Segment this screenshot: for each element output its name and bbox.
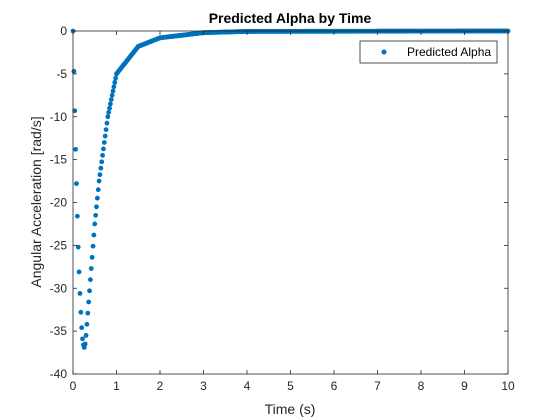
chart-title: Predicted Alpha by Time: [209, 10, 372, 26]
data-point: [109, 92, 115, 98]
data-point: [98, 165, 104, 171]
data-point: [97, 172, 103, 178]
data-point: [73, 146, 79, 152]
data-point: [72, 108, 78, 114]
y-axis-label: Angular Acceleration [rad/s]: [28, 116, 44, 287]
legend-box: [359, 40, 498, 64]
data-point: [74, 213, 80, 219]
data-point: [77, 290, 83, 296]
data-point: [111, 84, 117, 90]
data-point: [87, 288, 92, 294]
data-point: [90, 243, 96, 249]
x-tick-label: 0: [70, 379, 77, 393]
y-tick-label: -25: [50, 238, 68, 252]
y-tick-label: -40: [50, 367, 68, 381]
data-point: [76, 269, 82, 275]
tick-labels: 0 1 2 3 4 5 6 7 8 9 10 0 -5 -10 -15 -20 -25 -30 -35 -40: [50, 24, 515, 393]
y-tick-label: -20: [50, 196, 68, 210]
x-tick-label: 10: [501, 379, 515, 393]
y-tick-label: -10: [50, 110, 68, 124]
data-point: [102, 133, 108, 139]
x-axis-label: Time (s): [265, 401, 316, 417]
data-point: [108, 101, 113, 107]
axis-ticks: [72, 30, 509, 375]
x-tick-label: 9: [461, 379, 468, 393]
y-tick-label: -5: [56, 67, 67, 81]
x-tick-label: 4: [244, 379, 251, 393]
data-point: [80, 336, 85, 342]
data-point: [74, 181, 79, 187]
x-tick-label: 2: [157, 379, 164, 393]
x-tick-label: 7: [374, 379, 381, 393]
data-point: [112, 80, 118, 85]
data-point: [107, 105, 112, 111]
y-tick-label: 0: [60, 24, 67, 38]
data-point: [86, 299, 92, 305]
data-point: [95, 187, 101, 193]
data-point: [75, 244, 81, 250]
x-tick-label: 1: [113, 379, 120, 393]
data-point: [92, 221, 98, 227]
y-tick-label: -35: [50, 324, 68, 338]
data-point: [106, 110, 112, 115]
data-point: [84, 321, 90, 327]
data-point: [101, 146, 106, 152]
data-point: [104, 120, 110, 126]
data-point: [108, 97, 114, 102]
data-point: [89, 254, 95, 260]
legend-label: Predicted Alpha: [407, 45, 491, 59]
data-point: [94, 204, 99, 210]
plot-area: [73, 31, 508, 374]
data-point: [88, 277, 93, 283]
y-tick-label: -15: [50, 153, 68, 167]
data-point: [110, 88, 116, 94]
legend-marker: [381, 49, 387, 55]
data-point: [113, 75, 119, 81]
data-point: [99, 159, 105, 165]
data-point: [96, 178, 102, 184]
data-point: [93, 212, 99, 218]
x-tick-label: 3: [200, 379, 207, 393]
data-point: [91, 232, 97, 238]
y-tick-label: -30: [50, 281, 68, 295]
data-point: [85, 310, 91, 316]
legend: Predicted Alpha: [359, 40, 498, 64]
data-point: [71, 68, 77, 74]
data-point: [103, 127, 109, 133]
x-tick-label: 8: [418, 379, 425, 393]
data-point: [82, 341, 88, 347]
data-point: [94, 195, 100, 201]
x-tick-label: 6: [331, 379, 338, 393]
data-point: [105, 114, 111, 120]
data-point: [83, 333, 89, 338]
data-point: [78, 309, 84, 315]
data-point: [79, 325, 85, 331]
data-point: [88, 266, 94, 271]
data-point: [101, 140, 107, 145]
data-point: [100, 152, 105, 158]
x-tick-label: 5: [287, 379, 294, 393]
